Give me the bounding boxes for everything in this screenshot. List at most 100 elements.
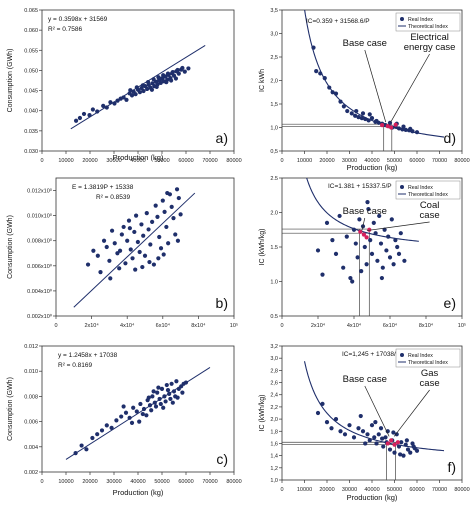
data-point (121, 224, 126, 230)
highlight-point (393, 122, 398, 127)
data-point (138, 401, 143, 407)
x-tick-label: 8x10⁴ (191, 322, 206, 329)
data-point (147, 259, 152, 265)
annotation-arrow-base-case (361, 217, 366, 231)
data-point (362, 244, 367, 250)
y-tick-label: 0.050 (24, 68, 38, 74)
data-point (133, 92, 138, 97)
data-point (164, 224, 169, 230)
data-point (139, 222, 144, 227)
data-point (150, 219, 155, 225)
x-tick-label: 50000 (387, 158, 402, 164)
data-point (141, 406, 147, 412)
data-point (104, 244, 109, 250)
data-point (104, 105, 109, 110)
trendline (65, 366, 211, 460)
data-point (377, 213, 382, 219)
y-tick-label: 1,6 (270, 441, 278, 447)
data-point (315, 410, 321, 416)
highlight-point (389, 438, 394, 443)
data-point (137, 90, 143, 95)
panel-label: e) (444, 295, 456, 311)
data-point (141, 88, 146, 94)
data-point (401, 124, 406, 129)
data-point (129, 420, 135, 425)
annotation-arrow-base-case (364, 385, 390, 437)
data-point (180, 65, 185, 71)
data-point (374, 441, 379, 446)
x-tick-label: 10000 (297, 158, 312, 164)
data-point (330, 90, 335, 95)
data-point (157, 396, 162, 402)
data-point (314, 69, 319, 74)
chart-panel-f: 0 10000 20000 30000 40000 50000 60000 70000 8000… (259, 344, 470, 502)
plot-frame (55, 177, 235, 317)
y-tick-label: 0.060 (24, 28, 38, 34)
data-point (95, 432, 100, 437)
data-point (124, 97, 129, 102)
data-point (115, 251, 120, 256)
x-tick-label: 0 (40, 158, 43, 164)
data-point (369, 251, 375, 256)
data-point (146, 395, 151, 400)
x-tick-label: 70000 (432, 158, 447, 164)
data-point (385, 429, 390, 434)
y-tick-label: 3,5 (270, 8, 278, 14)
legend-marker-real-index (400, 185, 404, 189)
y-tick-label: 2,5 (270, 55, 278, 61)
data-point (174, 187, 180, 192)
x-tick-label: 0 (280, 487, 283, 493)
data-point (175, 67, 180, 73)
y-tick-label: 2.0 (270, 211, 278, 217)
annotation-alternative-case: Coal case (420, 200, 440, 221)
x-tick-label: 40000 (364, 158, 379, 164)
data-point (324, 220, 330, 225)
data-point (115, 98, 120, 103)
data-point (134, 213, 139, 218)
data-point (108, 100, 113, 105)
x-tick-label: 6x10⁴ (156, 322, 171, 329)
data-point (140, 83, 145, 88)
data-point (359, 269, 364, 274)
data-point (164, 80, 169, 85)
data-point (405, 447, 411, 452)
data-point (95, 253, 100, 258)
data-point (311, 45, 316, 50)
data-point (367, 112, 372, 117)
data-point (159, 76, 164, 81)
y-tick-label: 1,0 (270, 126, 278, 132)
data-point (401, 453, 406, 458)
x-tick-label: 70000 (202, 158, 217, 164)
data-point (169, 381, 174, 386)
data-point (148, 242, 153, 247)
chart-panel-b: 0 2x10⁴ 4x10⁴ 6x10⁴ 8x10⁴ 10⁵ 0.002x10⁰ 0.004x1… (7, 177, 238, 329)
legend-label-theoretical-index: Theoretical Index (408, 24, 448, 30)
data-point (109, 228, 115, 233)
data-point (149, 408, 154, 413)
data-point (411, 444, 416, 449)
data-point (147, 403, 153, 408)
annotation-base-case: Base case (343, 374, 387, 385)
data-point (356, 426, 361, 431)
data-point (358, 413, 363, 419)
x-axis-title: Production (kg) (113, 488, 164, 497)
legend-box (395, 180, 461, 200)
data-point (386, 234, 391, 239)
plot-area (282, 178, 419, 316)
data-point (349, 111, 354, 116)
y-tick-label: 1,8 (270, 429, 278, 435)
data-point (391, 430, 396, 435)
legend-box (395, 12, 461, 32)
x-tick-label: 80000 (226, 479, 241, 485)
y-tick-label: 0.010x10⁰ (27, 213, 53, 220)
data-point (152, 400, 157, 405)
x-tick-label: 70000 (202, 479, 217, 485)
data-point (154, 84, 159, 90)
x-tick-label: 2x10⁴ (84, 322, 99, 329)
data-point (364, 262, 369, 267)
data-point (365, 432, 370, 437)
data-point (371, 220, 376, 225)
data-point (123, 410, 129, 415)
y-tick-label: 0,5 (270, 149, 278, 155)
plot-area (282, 10, 445, 151)
